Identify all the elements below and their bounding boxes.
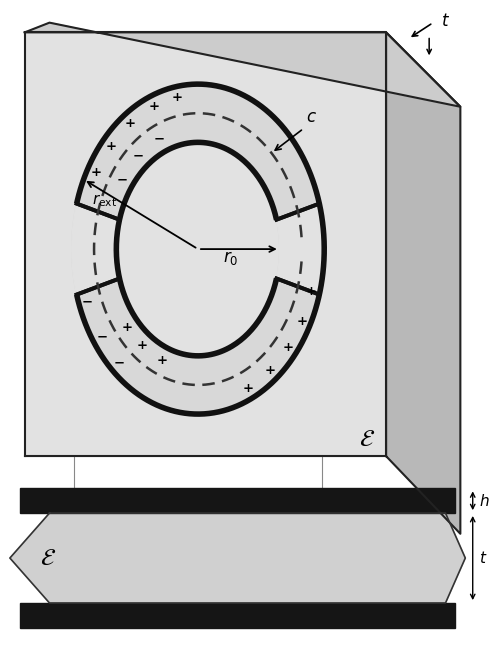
Text: −: − <box>153 133 164 146</box>
Text: +: + <box>105 140 116 153</box>
Text: −: − <box>82 295 93 308</box>
Text: $c$: $c$ <box>306 108 317 126</box>
Text: $\mathcal{E}$: $\mathcal{E}$ <box>40 547 56 569</box>
Text: +: + <box>242 382 253 395</box>
Polygon shape <box>72 84 324 414</box>
Text: +: + <box>265 364 276 377</box>
Text: $\mathcal{E}$: $\mathcal{E}$ <box>359 428 375 452</box>
Text: +: + <box>305 285 316 298</box>
Text: $t$: $t$ <box>441 12 449 30</box>
Text: −: − <box>96 331 107 344</box>
Text: +: + <box>148 100 159 113</box>
Text: $r_0$: $r_0$ <box>223 249 238 267</box>
Text: $h$: $h$ <box>479 493 489 509</box>
Text: −: − <box>116 173 128 186</box>
Polygon shape <box>20 603 455 628</box>
Text: +: + <box>125 116 136 129</box>
Text: −: − <box>114 356 125 370</box>
Text: +: + <box>172 91 183 104</box>
Polygon shape <box>25 23 460 107</box>
Text: +: + <box>91 166 101 179</box>
Polygon shape <box>277 204 324 294</box>
Text: −: − <box>133 149 144 162</box>
Text: $r_{\rm ext}$: $r_{\rm ext}$ <box>92 192 117 208</box>
Text: +: + <box>137 340 148 353</box>
Text: +: + <box>121 320 132 334</box>
Polygon shape <box>20 488 455 513</box>
Text: +: + <box>297 314 307 328</box>
Text: +: + <box>156 355 167 367</box>
Polygon shape <box>25 32 386 456</box>
Polygon shape <box>386 32 460 534</box>
Text: +: + <box>283 342 294 355</box>
Polygon shape <box>72 204 119 294</box>
Polygon shape <box>10 513 465 603</box>
Text: $t$: $t$ <box>479 550 487 566</box>
